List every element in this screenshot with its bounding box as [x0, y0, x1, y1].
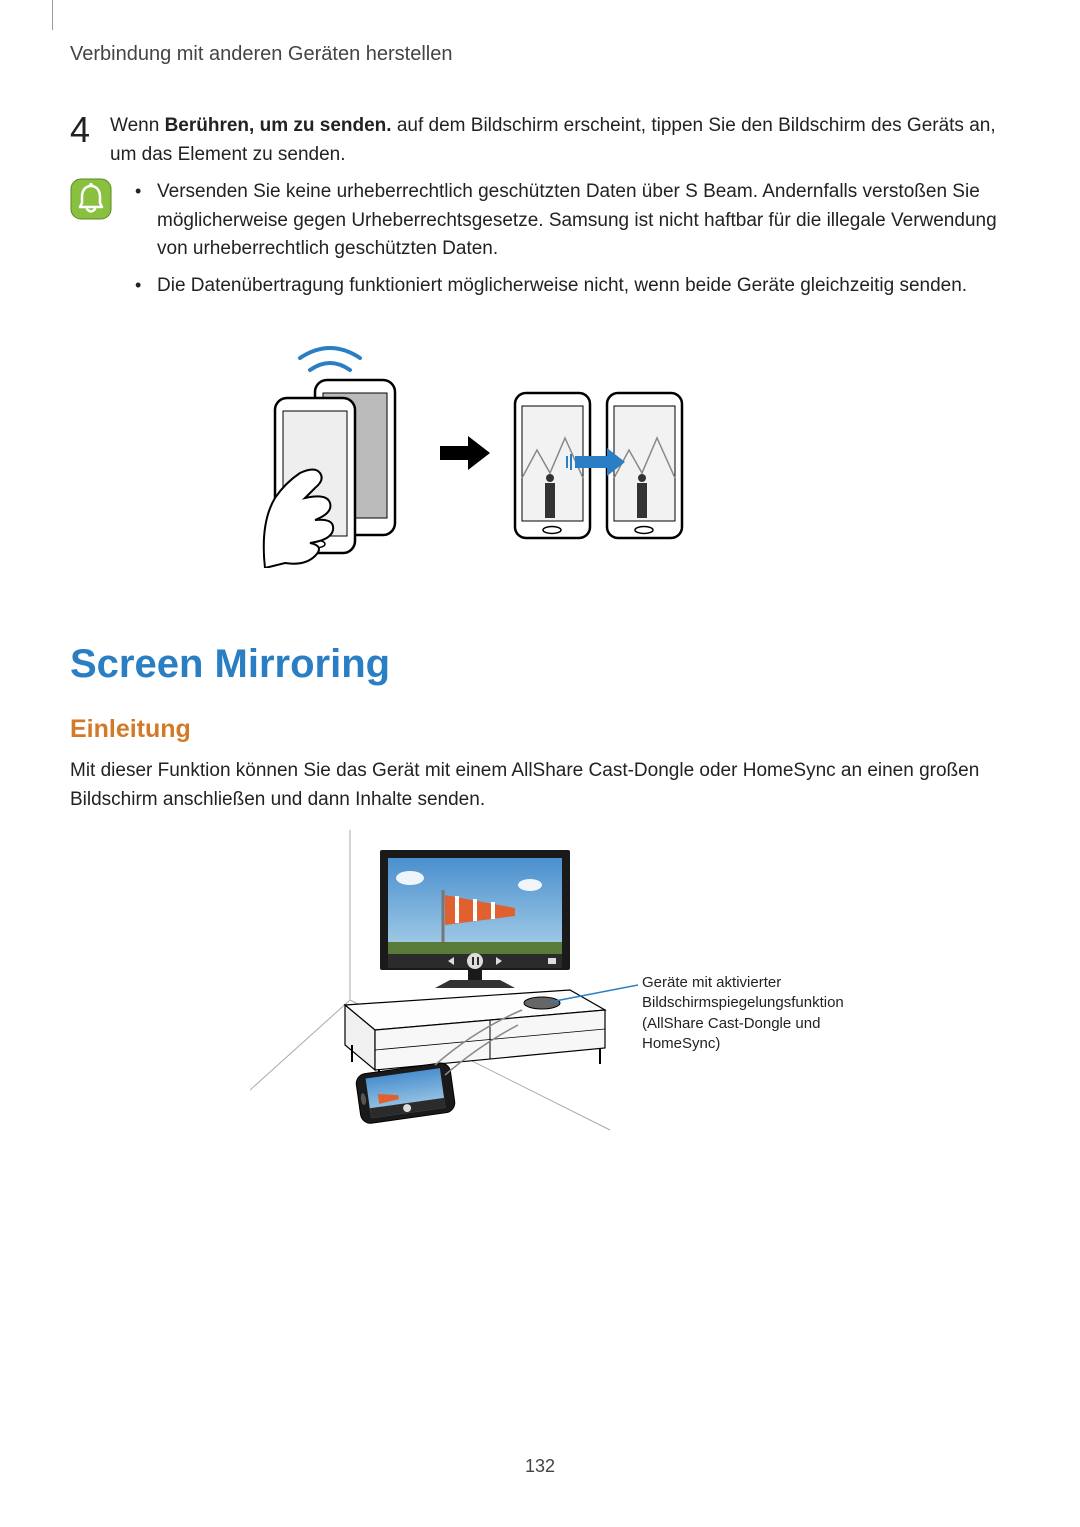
diagram-sbeam	[255, 338, 695, 568]
page-number: 132	[525, 1454, 555, 1479]
note-bullets: Versenden Sie keine urheberrechtlich ges…	[135, 178, 1005, 308]
callout-text: Geräte mit aktivierter Bildschirmspiegel…	[642, 973, 852, 1054]
step-text-bold: Berühren, um zu senden.	[165, 115, 392, 136]
subheading-einleitung: Einleitung	[70, 712, 191, 747]
step-number: 4	[70, 105, 90, 155]
step-text: Wenn Berühren, um zu senden. auf dem Bil…	[110, 112, 1005, 169]
intro-paragraph: Mit dieser Funktion können Sie das Gerät…	[70, 757, 1000, 814]
heading-screen-mirroring: Screen Mirroring	[70, 636, 390, 692]
step-text-prefix: Wenn	[110, 115, 165, 136]
note-bullet: Die Datenübertragung funktioniert möglic…	[135, 272, 1005, 301]
note-bullet: Versenden Sie keine urheberrechtlich ges…	[135, 178, 1005, 264]
header-section-title: Verbindung mit anderen Geräten herstelle…	[70, 40, 452, 68]
page-margin-line	[52, 0, 53, 30]
bell-icon	[70, 178, 112, 220]
